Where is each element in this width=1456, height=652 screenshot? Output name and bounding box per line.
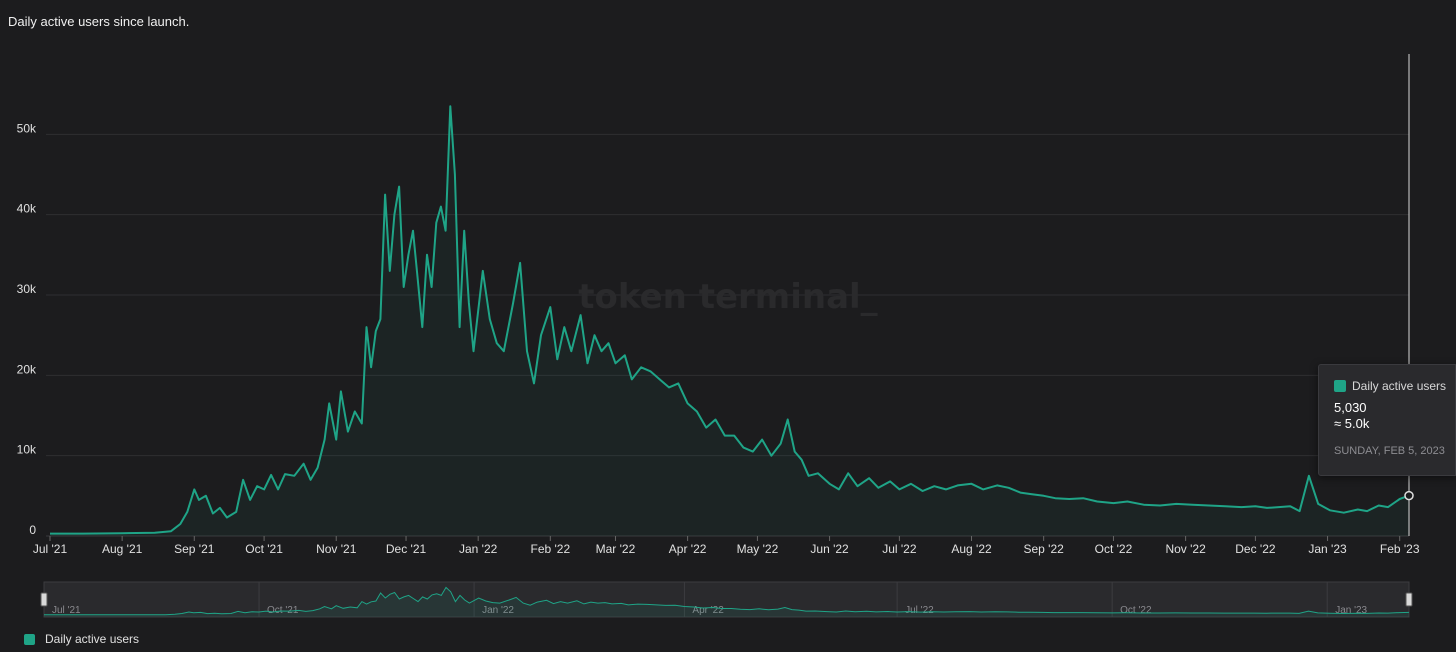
y-tick-label: 40k xyxy=(17,202,37,216)
y-tick-label: 50k xyxy=(17,121,37,135)
series-line-daily-active-users[interactable] xyxy=(50,105,1410,535)
navigator-handle-left[interactable] xyxy=(40,592,48,607)
watermark: token terminal_ xyxy=(578,277,877,317)
x-tick-label: Nov '22 xyxy=(1165,542,1206,556)
x-tick-label: Apr '22 xyxy=(669,542,707,556)
x-tick-label: Nov '21 xyxy=(316,542,357,556)
y-tick-label: 0 xyxy=(29,523,36,537)
x-tick-label: May '22 xyxy=(737,542,779,556)
x-tick-label: Feb '22 xyxy=(530,542,570,556)
range-navigator[interactable]: Jul '21 Oct '21 Jan '22 Apr '22 Jul '22 Oct '… xyxy=(40,581,1413,618)
y-tick-label: 30k xyxy=(17,282,37,296)
legend-swatch xyxy=(24,633,35,645)
navigator-label: Apr '22 xyxy=(692,605,724,616)
x-tick-label: Jun '22 xyxy=(810,542,849,556)
navigator-label: Jan '23 xyxy=(1335,605,1367,616)
x-tick-label: Feb '23 xyxy=(1380,542,1420,556)
tooltip-value: 5,030 xyxy=(1334,400,1367,415)
x-tick-label: Jul '21 xyxy=(33,542,68,556)
y-tick-label: 10k xyxy=(17,443,37,457)
x-tick-label: Jan '23 xyxy=(1308,542,1347,556)
navigator-label: Jul '22 xyxy=(905,605,934,616)
x-tick-label: Dec '22 xyxy=(1235,542,1276,556)
grid-lines xyxy=(46,133,1409,537)
x-tick-label: Aug '21 xyxy=(102,542,143,556)
navigator-label: Jul '21 xyxy=(52,605,81,616)
x-axis: Jul '21 Aug '21 Sep '21 Oct '21 Nov '21 Dec '… xyxy=(33,536,1420,556)
legend-label: Daily active users xyxy=(45,632,140,646)
navigator-label: Oct '22 xyxy=(1120,605,1152,616)
tooltip-approx-value: ≈ 5.0k xyxy=(1334,416,1370,431)
y-tick-label: 20k xyxy=(17,362,37,376)
navigator-label: Oct '21 xyxy=(267,605,299,616)
x-tick-label: Aug '22 xyxy=(951,542,992,556)
x-tick-label: Oct '21 xyxy=(245,542,283,556)
x-tick-label: Jul '22 xyxy=(882,542,917,556)
x-tick-label: Sep '22 xyxy=(1023,542,1064,556)
x-tick-label: Sep '21 xyxy=(174,542,215,556)
tooltip-series-swatch xyxy=(1334,380,1346,392)
navigator-window[interactable] xyxy=(43,581,1410,618)
series-area xyxy=(50,106,1409,536)
navigator-series-line xyxy=(44,586,1410,616)
legend[interactable]: Daily active users xyxy=(24,632,139,646)
x-tick-label: Dec '21 xyxy=(386,542,427,556)
navigator-label: Jan '22 xyxy=(482,605,514,616)
tooltip-series-name: Daily active users xyxy=(1352,379,1447,393)
tooltip: Daily active users 5,030 ≈ 5.0k SUNDAY, … xyxy=(1318,364,1456,476)
x-tick-label: Oct '22 xyxy=(1095,542,1133,556)
navigator-area xyxy=(44,587,1409,617)
tooltip-date: SUNDAY, FEB 5, 2023 xyxy=(1334,445,1445,457)
hover-point xyxy=(1404,490,1414,501)
navigator-handle-right[interactable] xyxy=(1405,592,1413,607)
x-tick-label: Jan '22 xyxy=(459,542,498,556)
y-axis: 0 10k 20k 30k 40k 50k xyxy=(17,121,37,537)
x-tick-label: Mar '22 xyxy=(596,542,636,556)
chart-title: Daily active users since launch. xyxy=(8,14,190,29)
